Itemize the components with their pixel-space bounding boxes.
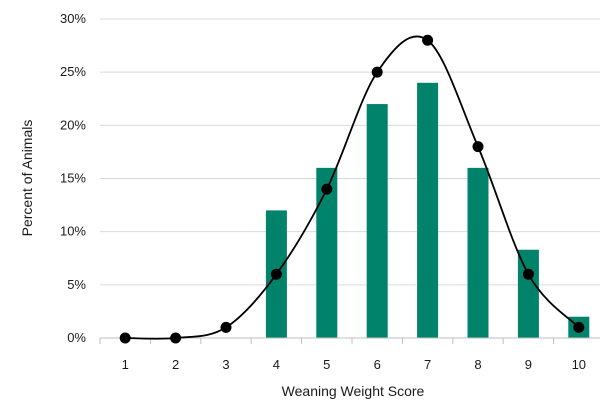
bar (467, 167, 489, 338)
bar (316, 167, 338, 338)
data-point (220, 321, 232, 333)
bar-layer (265, 82, 590, 338)
x-tick-label: 1 (122, 357, 129, 372)
y-tick-label: 20% (60, 117, 86, 132)
label-layer: 0% 5% 10% 15% 20% 25% 30% 1 2 3 4 5 6 7 8 9 10 (60, 11, 586, 372)
bar (517, 249, 539, 338)
x-tick-label: 4 (273, 357, 280, 372)
data-point (321, 183, 333, 195)
data-point (170, 332, 182, 344)
grid-layer (100, 18, 600, 286)
x-tick-label: 8 (474, 357, 481, 372)
bar (366, 104, 388, 338)
data-point (119, 332, 131, 344)
x-tick-label: 6 (374, 357, 381, 372)
x-tick-label: 9 (525, 357, 532, 372)
x-tick-label: 7 (424, 357, 431, 372)
data-point (422, 34, 434, 46)
data-point (522, 268, 534, 280)
x-tick-label: 3 (222, 357, 229, 372)
data-point (270, 268, 282, 280)
y-tick-label: 10% (60, 224, 86, 239)
x-tick-label: 5 (323, 357, 330, 372)
y-tick-label: 0% (67, 330, 86, 345)
y-tick-label: 15% (60, 171, 86, 186)
x-tick-label: 10 (572, 357, 586, 372)
y-tick-label: 5% (67, 277, 86, 292)
x-axis-title: Weaning Weight Score (282, 383, 425, 399)
line-layer (119, 34, 585, 344)
trend-curve (125, 35, 580, 340)
bar (417, 82, 439, 338)
data-point (472, 141, 484, 153)
y-axis-title: Percent of Animals (19, 120, 35, 237)
x-tick-label: 2 (172, 357, 179, 372)
y-tick-label: 30% (60, 11, 86, 26)
data-point (371, 66, 383, 78)
data-point (573, 321, 585, 333)
y-tick-label: 25% (60, 64, 86, 79)
